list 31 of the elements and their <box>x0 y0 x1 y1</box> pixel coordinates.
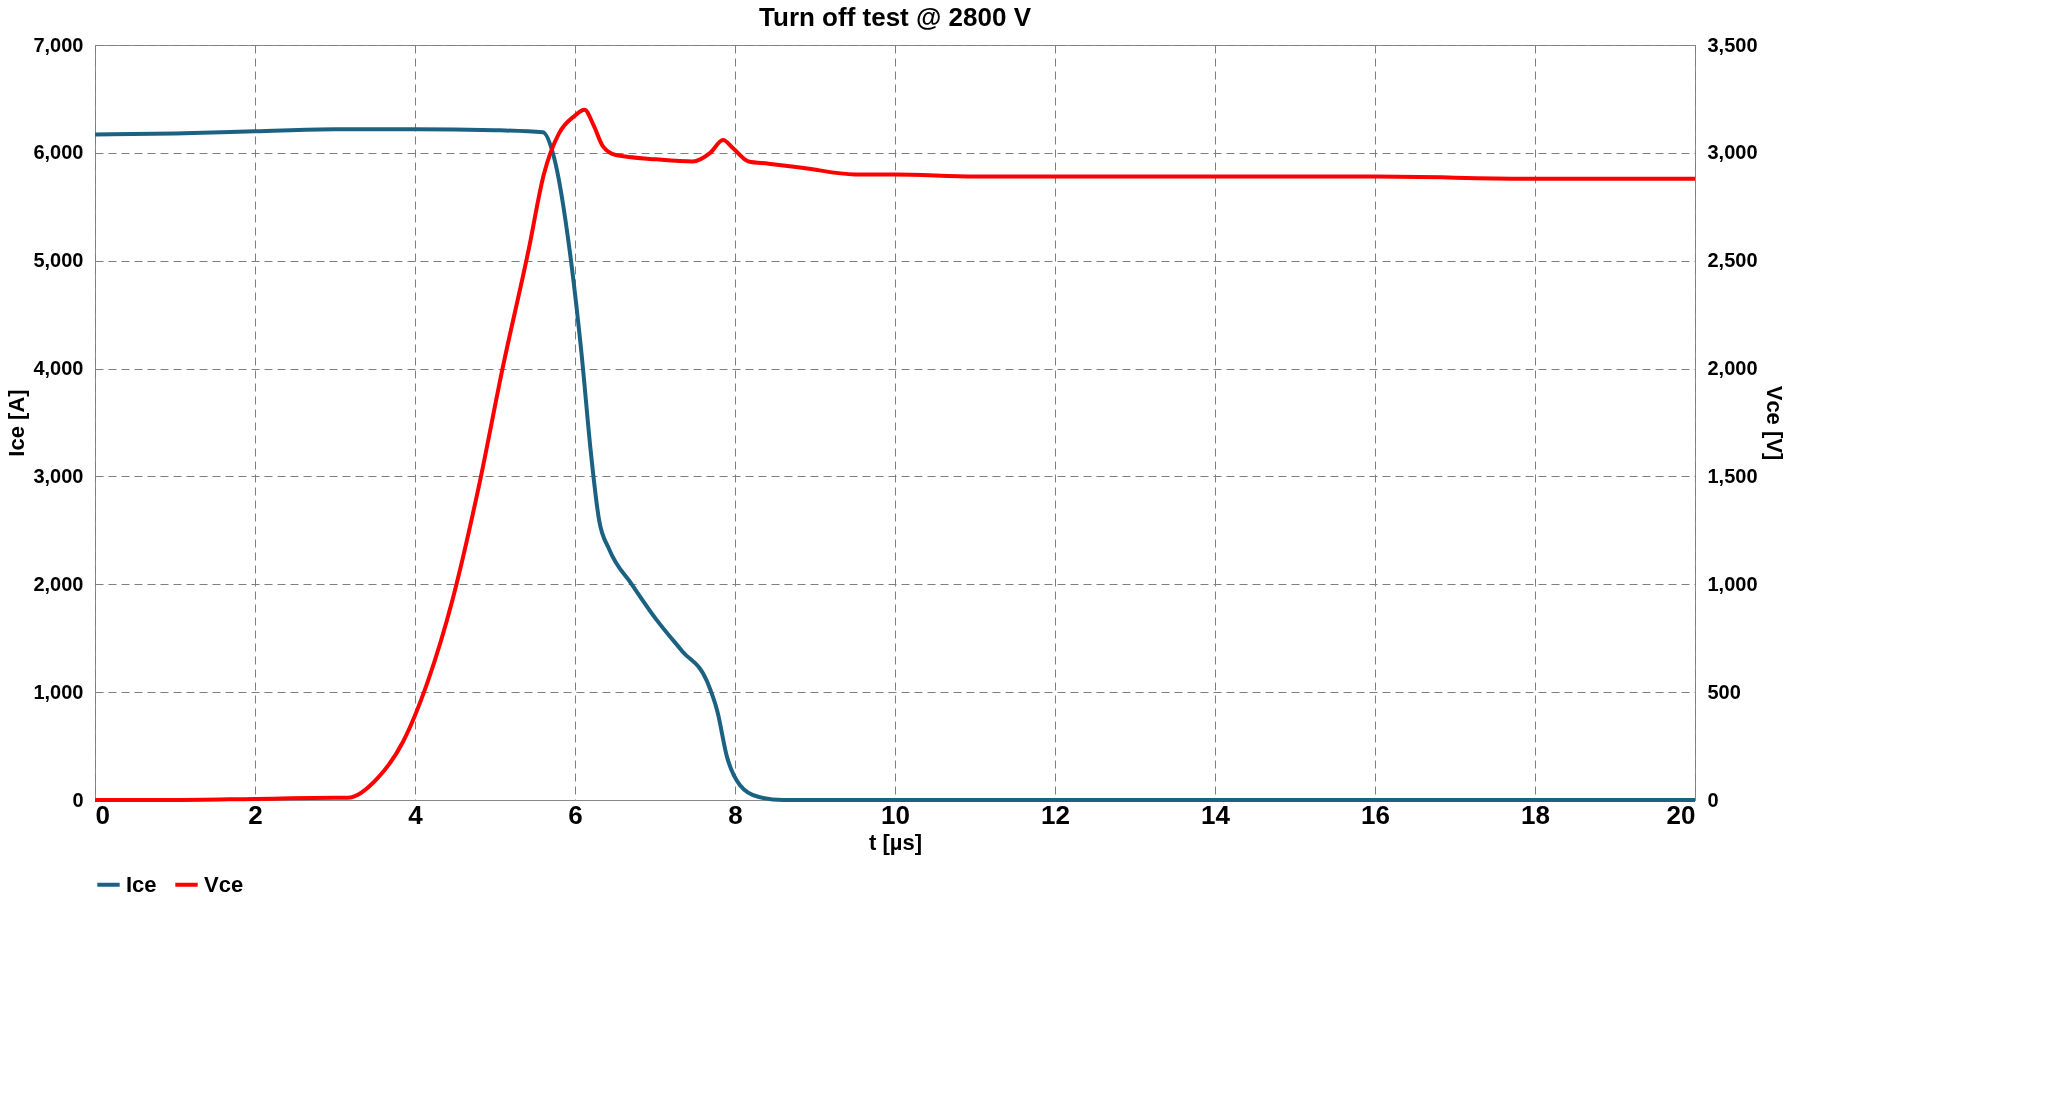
y2-tick-label: 3,500 <box>1707 33 1758 56</box>
legend-label: Ice <box>126 871 157 897</box>
y-tick-label: 1,000 <box>33 680 84 703</box>
y2-axis-title: Vce [V] <box>1761 385 1787 461</box>
x-tick-label: 4 <box>408 799 424 830</box>
y-tick-label: 7,000 <box>33 33 84 56</box>
y2-tick-label: 1,500 <box>1707 464 1758 487</box>
y-tick-label: 4,000 <box>33 357 84 380</box>
x-tick-label: 2 <box>248 799 263 830</box>
legend-label: Vce <box>204 871 244 897</box>
chart-title: Turn off test @ 2800 V <box>759 2 1032 32</box>
x-axis-title: t [µs] <box>868 829 923 855</box>
x-tick-label: 16 <box>1361 799 1390 830</box>
y2-tick-label: 1,000 <box>1707 572 1758 595</box>
y2-tick-label: 3,000 <box>1707 141 1758 164</box>
y-tick-label: 5,000 <box>33 249 84 272</box>
y-tick-label: 3,000 <box>33 464 84 487</box>
y2-tick-label: 2,000 <box>1707 357 1758 380</box>
x-tick-label: 6 <box>568 799 583 830</box>
x-tick-label: 10 <box>881 799 910 830</box>
y-tick-label: 6,000 <box>33 141 84 164</box>
x-tick-label: 18 <box>1521 799 1550 830</box>
y2-tick-label: 2,500 <box>1707 249 1758 272</box>
x-tick-label: 12 <box>1041 799 1070 830</box>
y2-tick-label: 500 <box>1707 680 1741 703</box>
x-tick-label: 14 <box>1201 799 1231 830</box>
x-tick-label: 8 <box>728 799 743 830</box>
x-tick-label: 0 <box>95 799 110 830</box>
y-axis-title: Ice [A] <box>4 389 30 457</box>
x-tick-label: 20 <box>1666 799 1696 830</box>
y-tick-label: 2,000 <box>33 572 84 595</box>
